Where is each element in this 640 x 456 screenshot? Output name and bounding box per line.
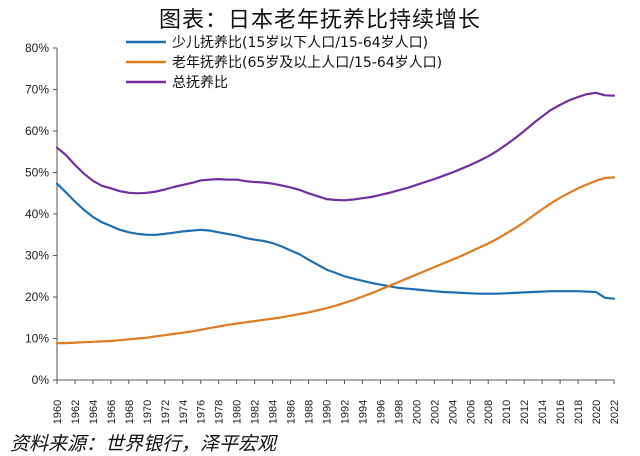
series-line-2 bbox=[55, 176, 616, 345]
x-tick-label: 1990 bbox=[322, 400, 334, 424]
y-tick-label: 80% bbox=[25, 41, 49, 55]
chart-legend: 少儿抚养比(15岁以下人口/15-64岁人口) 老年抚养比(65岁及以上人口/15… bbox=[126, 35, 442, 91]
x-tick-label: 1974 bbox=[178, 400, 190, 424]
y-tick-label: 20% bbox=[25, 290, 49, 304]
series-line-3 bbox=[55, 91, 616, 202]
x-tick-label: 2018 bbox=[573, 400, 585, 424]
x-tick-label: 2002 bbox=[429, 400, 441, 424]
y-tick-label: 10% bbox=[25, 332, 49, 346]
legend-label-1: 少儿抚养比(15岁以下人口/15-64岁人口) bbox=[172, 35, 428, 51]
x-tick-label: 2022 bbox=[609, 400, 621, 424]
x-tick-label: 2008 bbox=[483, 400, 495, 424]
x-tick-label: 1998 bbox=[393, 400, 405, 424]
x-tick-label: 1988 bbox=[304, 400, 316, 424]
x-tick-label: 1968 bbox=[124, 400, 136, 424]
x-tick-label: 2004 bbox=[447, 400, 459, 424]
x-tick-label: 2020 bbox=[591, 400, 603, 424]
y-tick-label: 40% bbox=[25, 207, 49, 221]
x-tick-label: 1980 bbox=[232, 400, 244, 424]
x-tick-label: 1996 bbox=[375, 400, 387, 424]
chart-title: 图表：日本老年抚养比持续增长 bbox=[158, 8, 481, 33]
x-tick-label: 2016 bbox=[555, 400, 567, 424]
x-tick-label: 2006 bbox=[465, 400, 477, 424]
x-tick-label: 1966 bbox=[106, 400, 118, 424]
line-chart: 0% 10% 20% 30% 40% 50% 60% 70% 80% 1960 1962 1964 19… bbox=[25, 35, 621, 424]
x-tick-label: 1982 bbox=[250, 400, 262, 424]
x-tick-label: 2000 bbox=[411, 400, 423, 424]
x-tick-label: 1984 bbox=[268, 400, 280, 424]
y-tick-label: 50% bbox=[25, 166, 49, 180]
x-tick-label: 1992 bbox=[339, 400, 351, 424]
y-tick-label: 30% bbox=[25, 249, 49, 263]
x-tick-label: 1976 bbox=[196, 400, 208, 424]
x-tick-label: 1986 bbox=[286, 400, 298, 424]
x-tick-label: 1964 bbox=[88, 400, 100, 424]
y-tick-label: 70% bbox=[25, 83, 49, 97]
x-tick-label: 1962 bbox=[70, 400, 82, 424]
x-tick-label: 1972 bbox=[160, 400, 172, 424]
chart-axes: 0% 10% 20% 30% 40% 50% 60% 70% 80% 1960 1962 1964 19… bbox=[25, 41, 621, 424]
legend-label-2: 老年抚养比(65岁及以上人口/15-64岁人口) bbox=[172, 55, 442, 71]
x-tick-label: 1994 bbox=[357, 400, 369, 424]
y-tick-label: 0% bbox=[32, 373, 50, 387]
x-tick-label: 2012 bbox=[519, 400, 531, 424]
x-tick-label: 2014 bbox=[537, 400, 549, 424]
series-line-1 bbox=[55, 182, 616, 300]
x-tick-label: 2010 bbox=[501, 400, 513, 424]
source-note: 资料来源：世界银行，泽平宏观 bbox=[10, 433, 277, 455]
x-tick-label: 1970 bbox=[142, 400, 154, 424]
x-tick-label: 1960 bbox=[52, 400, 64, 424]
legend-label-3: 总抚养比 bbox=[172, 75, 228, 91]
x-tick-label: 1978 bbox=[214, 400, 226, 424]
y-tick-label: 60% bbox=[25, 124, 49, 138]
chart-series bbox=[55, 91, 616, 345]
